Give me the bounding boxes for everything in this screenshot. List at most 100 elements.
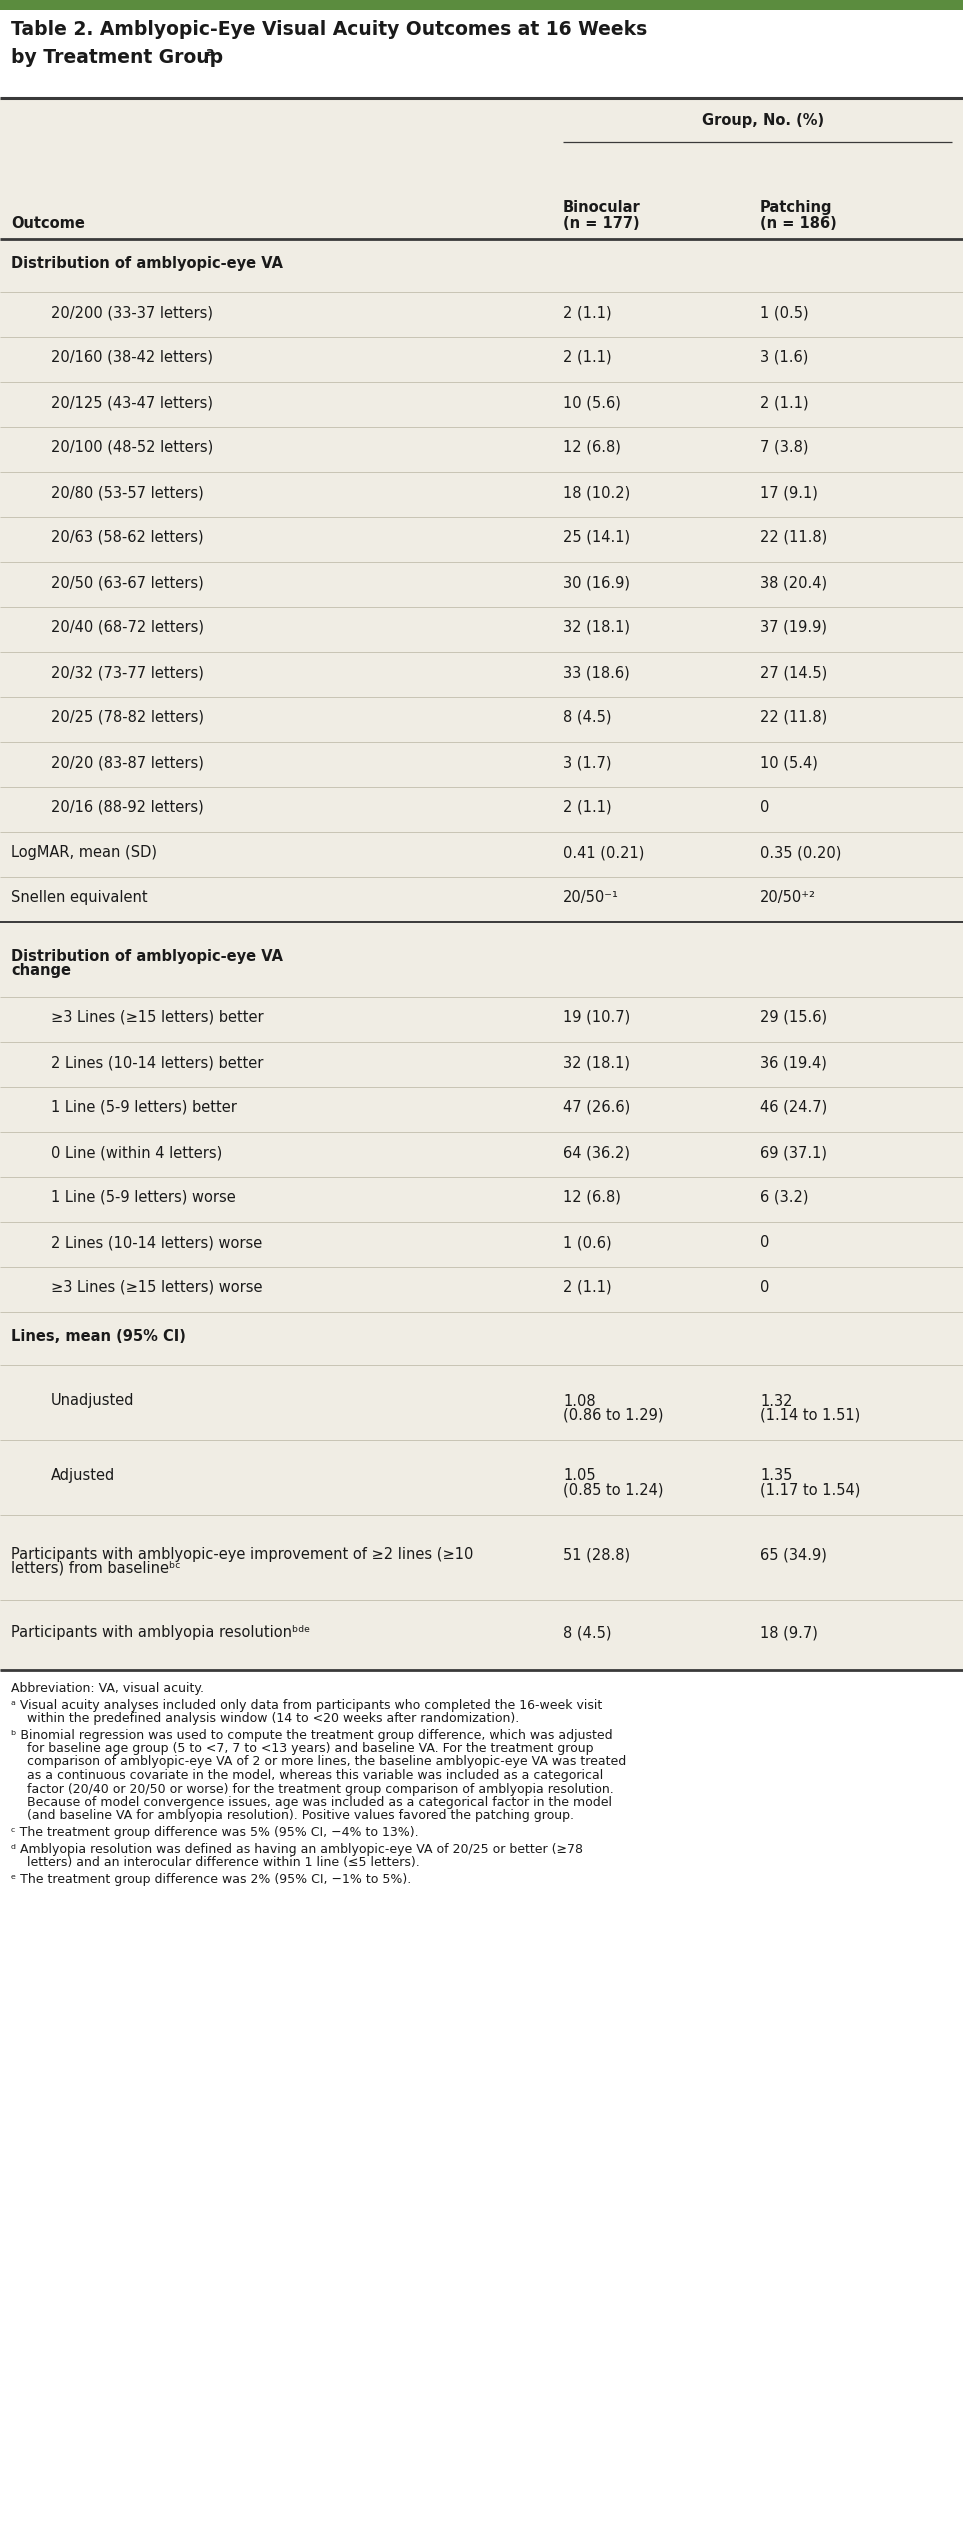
Text: 20/40 (68-72 letters): 20/40 (68-72 letters) xyxy=(51,620,204,635)
Text: Distribution of amblyopic-eye VA: Distribution of amblyopic-eye VA xyxy=(11,255,283,271)
Text: a: a xyxy=(206,46,215,58)
Text: Outcome: Outcome xyxy=(11,215,85,230)
Text: 2 (1.1): 2 (1.1) xyxy=(563,306,612,321)
Text: 20/20 (83-87 letters): 20/20 (83-87 letters) xyxy=(51,756,204,769)
Text: ᵃ Visual acuity analyses included only data from participants who completed the : ᵃ Visual acuity analyses included only d… xyxy=(11,1699,602,1712)
Text: letters) and an interocular difference within 1 line (≤5 letters).: letters) and an interocular difference w… xyxy=(27,1856,420,1869)
Text: LogMAR, mean (SD): LogMAR, mean (SD) xyxy=(11,845,157,860)
Text: 30 (16.9): 30 (16.9) xyxy=(563,574,630,589)
Text: Table 2. Amblyopic-Eye Visual Acuity Outcomes at 16 Weeks: Table 2. Amblyopic-Eye Visual Acuity Out… xyxy=(11,20,647,38)
Text: 2 Lines (10-14 letters) worse: 2 Lines (10-14 letters) worse xyxy=(51,1234,262,1249)
Text: 27 (14.5): 27 (14.5) xyxy=(760,665,827,680)
Bar xyxy=(0,99,963,1669)
Text: 32 (18.1): 32 (18.1) xyxy=(563,620,630,635)
Text: 20/160 (38-42 letters): 20/160 (38-42 letters) xyxy=(51,349,213,364)
Text: ᶜ The treatment group difference was 5% (95% CI, −4% to 13%).: ᶜ The treatment group difference was 5% … xyxy=(11,1826,419,1839)
Text: 12 (6.8): 12 (6.8) xyxy=(563,440,621,455)
Text: comparison of amblyopic-eye VA of 2 or more lines, the baseline amblyopic-eye VA: comparison of amblyopic-eye VA of 2 or m… xyxy=(27,1755,626,1768)
Text: Abbreviation: VA, visual acuity.: Abbreviation: VA, visual acuity. xyxy=(11,1682,204,1694)
Text: 0 Line (within 4 letters): 0 Line (within 4 letters) xyxy=(51,1146,222,1161)
Text: 65 (34.9): 65 (34.9) xyxy=(760,1548,827,1563)
Text: 18 (9.7): 18 (9.7) xyxy=(760,1626,818,1641)
Text: Snellen equivalent: Snellen equivalent xyxy=(11,890,147,905)
Text: Lines, mean (95% CI): Lines, mean (95% CI) xyxy=(11,1330,186,1343)
Text: (n = 186): (n = 186) xyxy=(760,215,837,230)
Text: Participants with amblyopic-eye improvement of ≥2 lines (≥10: Participants with amblyopic-eye improvem… xyxy=(11,1548,474,1560)
Text: Adjusted: Adjusted xyxy=(51,1467,116,1482)
Text: 20/80 (53-57 letters): 20/80 (53-57 letters) xyxy=(51,486,204,501)
Text: 51 (28.8): 51 (28.8) xyxy=(563,1548,630,1563)
Text: 20/50 (63-67 letters): 20/50 (63-67 letters) xyxy=(51,574,204,589)
Text: 1 (0.5): 1 (0.5) xyxy=(760,306,809,321)
Text: (0.85 to 1.24): (0.85 to 1.24) xyxy=(563,1482,664,1497)
Text: 3 (1.6): 3 (1.6) xyxy=(760,349,808,364)
Text: factor (20/40 or 20/50 or worse) for the treatment group comparison of amblyopia: factor (20/40 or 20/50 or worse) for the… xyxy=(27,1783,613,1796)
Text: Unadjusted: Unadjusted xyxy=(51,1393,135,1409)
Text: 20/25 (78-82 letters): 20/25 (78-82 letters) xyxy=(51,711,204,726)
Text: 29 (15.6): 29 (15.6) xyxy=(760,1009,827,1024)
Text: (0.86 to 1.29): (0.86 to 1.29) xyxy=(563,1409,664,1421)
Text: 10 (5.4): 10 (5.4) xyxy=(760,756,818,769)
Text: 7 (3.8): 7 (3.8) xyxy=(760,440,809,455)
Text: as a continuous covariate in the model, whereas this variable was included as a : as a continuous covariate in the model, … xyxy=(27,1768,603,1783)
Text: 20/100 (48-52 letters): 20/100 (48-52 letters) xyxy=(51,440,213,455)
Text: ≥3 Lines (≥15 letters) worse: ≥3 Lines (≥15 letters) worse xyxy=(51,1280,263,1295)
Text: 2 Lines (10-14 letters) better: 2 Lines (10-14 letters) better xyxy=(51,1055,263,1070)
Text: 2 (1.1): 2 (1.1) xyxy=(563,349,612,364)
Text: 19 (10.7): 19 (10.7) xyxy=(563,1009,630,1024)
Bar xyxy=(0,0,963,10)
Text: 1.32: 1.32 xyxy=(760,1393,793,1409)
Bar xyxy=(0,10,963,99)
Text: 1.05: 1.05 xyxy=(563,1469,596,1485)
Text: change: change xyxy=(11,964,71,979)
Text: 20/63 (58-62 letters): 20/63 (58-62 letters) xyxy=(51,531,203,546)
Text: (1.17 to 1.54): (1.17 to 1.54) xyxy=(760,1482,860,1497)
Text: 12 (6.8): 12 (6.8) xyxy=(563,1191,621,1204)
Text: (1.14 to 1.51): (1.14 to 1.51) xyxy=(760,1409,860,1421)
Text: 1 Line (5-9 letters) better: 1 Line (5-9 letters) better xyxy=(51,1100,237,1115)
Text: 20/32 (73-77 letters): 20/32 (73-77 letters) xyxy=(51,665,204,680)
Text: ᵉ The treatment group difference was 2% (95% CI, −1% to 5%).: ᵉ The treatment group difference was 2% … xyxy=(11,1871,411,1887)
Text: for baseline age group (5 to <7, 7 to <13 years) and baseline VA. For the treatm: for baseline age group (5 to <7, 7 to <1… xyxy=(27,1742,593,1755)
Text: 20/50⁻¹: 20/50⁻¹ xyxy=(563,890,619,905)
Text: 0.35 (0.20): 0.35 (0.20) xyxy=(760,845,842,860)
Text: (and baseline VA for amblyopia resolution). Positive values favored the patching: (and baseline VA for amblyopia resolutio… xyxy=(27,1811,574,1823)
Text: letters) from baselineᵇᶜ: letters) from baselineᵇᶜ xyxy=(11,1560,181,1576)
Text: 32 (18.1): 32 (18.1) xyxy=(563,1055,630,1070)
Text: 20/16 (88-92 letters): 20/16 (88-92 letters) xyxy=(51,799,204,814)
Text: ᵈ Amblyopia resolution was defined as having an amblyopic-eye VA of 20/25 or bet: ᵈ Amblyopia resolution was defined as ha… xyxy=(11,1844,583,1856)
Text: 18 (10.2): 18 (10.2) xyxy=(563,486,630,501)
Text: Group, No. (%): Group, No. (%) xyxy=(702,111,824,126)
Text: 1.35: 1.35 xyxy=(760,1469,793,1485)
Text: 2 (1.1): 2 (1.1) xyxy=(760,395,809,410)
Text: 1 Line (5-9 letters) worse: 1 Line (5-9 letters) worse xyxy=(51,1191,236,1204)
Text: 8 (4.5): 8 (4.5) xyxy=(563,1626,612,1641)
Text: by Treatment Group: by Treatment Group xyxy=(11,48,223,66)
Text: ᵇ Binomial regression was used to compute the treatment group difference, which : ᵇ Binomial regression was used to comput… xyxy=(11,1727,612,1742)
Text: 46 (24.7): 46 (24.7) xyxy=(760,1100,827,1115)
Text: 1 (0.6): 1 (0.6) xyxy=(563,1234,612,1249)
Text: Because of model convergence issues, age was included as a categorical factor in: Because of model convergence issues, age… xyxy=(27,1796,612,1808)
Text: 69 (37.1): 69 (37.1) xyxy=(760,1146,827,1161)
Text: 3 (1.7): 3 (1.7) xyxy=(563,756,612,769)
Text: 20/200 (33-37 letters): 20/200 (33-37 letters) xyxy=(51,306,213,321)
Text: Patching: Patching xyxy=(760,200,832,215)
Text: 1.08: 1.08 xyxy=(563,1393,596,1409)
Text: 10 (5.6): 10 (5.6) xyxy=(563,395,621,410)
Text: Binocular: Binocular xyxy=(563,200,640,215)
Text: 36 (19.4): 36 (19.4) xyxy=(760,1055,827,1070)
Text: 0.41 (0.21): 0.41 (0.21) xyxy=(563,845,644,860)
Text: 64 (36.2): 64 (36.2) xyxy=(563,1146,630,1161)
Text: Participants with amblyopia resolutionᵇᵈᵉ: Participants with amblyopia resolutionᵇᵈ… xyxy=(11,1626,310,1641)
Text: Distribution of amblyopic-eye VA: Distribution of amblyopic-eye VA xyxy=(11,948,283,964)
Text: 0: 0 xyxy=(760,799,769,814)
Text: 6 (3.2): 6 (3.2) xyxy=(760,1191,809,1204)
Text: 2 (1.1): 2 (1.1) xyxy=(563,1280,612,1295)
Text: ≥3 Lines (≥15 letters) better: ≥3 Lines (≥15 letters) better xyxy=(51,1009,264,1024)
Text: within the predefined analysis window (14 to <20 weeks after randomization).: within the predefined analysis window (1… xyxy=(27,1712,519,1725)
Text: 0: 0 xyxy=(760,1280,769,1295)
Text: 17 (9.1): 17 (9.1) xyxy=(760,486,818,501)
Text: 20/50⁺²: 20/50⁺² xyxy=(760,890,816,905)
Text: 22 (11.8): 22 (11.8) xyxy=(760,711,827,726)
Text: 37 (19.9): 37 (19.9) xyxy=(760,620,827,635)
